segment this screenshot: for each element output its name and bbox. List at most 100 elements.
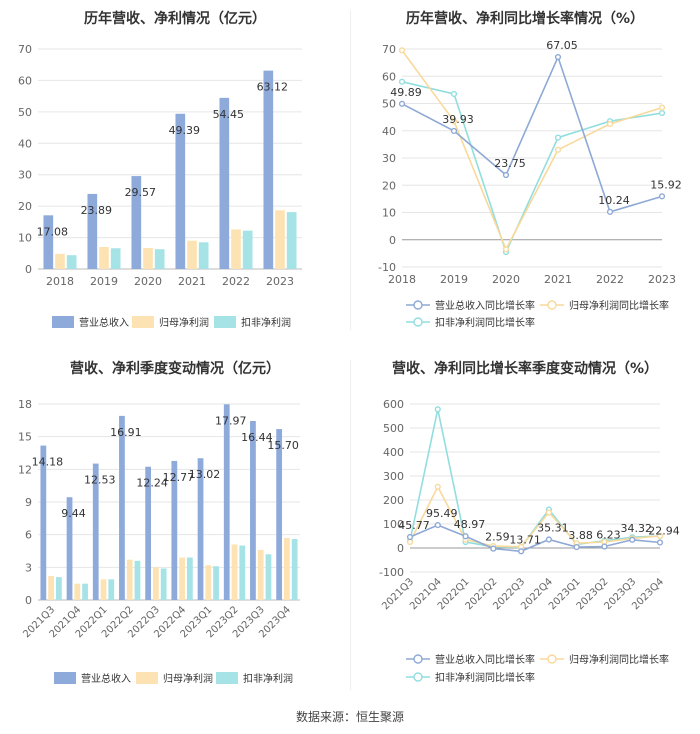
y-tick-label: -10 [378, 261, 396, 274]
data-label: 22.94 [648, 524, 680, 537]
legend-label: 归母净利润 [163, 672, 213, 685]
legend-label: 归母净利润 [159, 316, 209, 329]
data-label: 15.92 [650, 178, 682, 191]
y-tick-label: 100 [383, 518, 404, 531]
data-label: 6.23 [596, 529, 621, 542]
data-label: 29.57 [125, 186, 157, 199]
y-tick-label: -100 [379, 566, 404, 579]
bar-deducted-profit [82, 583, 88, 600]
data-source: 数据来源：恒生聚源 [295, 710, 404, 724]
x-tick-label: 2022 [222, 275, 250, 288]
y-tick-label: 9 [25, 496, 32, 509]
y-tick-label: 600 [383, 398, 404, 411]
bar-net-profit [179, 557, 185, 600]
x-tick-label: 2018 [388, 273, 416, 286]
data-label: 39.93 [442, 113, 474, 126]
y-tick-label: 50 [382, 98, 396, 111]
y-tick-label: 3 [25, 561, 32, 574]
data-point [656, 532, 664, 540]
data-point [490, 545, 497, 552]
bar-net-profit [257, 549, 264, 600]
data-point [434, 406, 441, 413]
legend-label: 营业总收入 [81, 672, 131, 685]
legend-swatch [52, 316, 74, 328]
bar-deducted-profit [239, 545, 246, 600]
series-line-1 [409, 485, 661, 548]
bar-net-profit [126, 559, 133, 600]
x-tick-label: 2019 [440, 273, 468, 286]
y-tick-label: 70 [18, 43, 32, 56]
x-tick-label: 2022 [596, 273, 624, 286]
data-label: 12.53 [84, 474, 116, 487]
data-label: 16.44 [241, 431, 273, 444]
bar-revenue [197, 458, 204, 600]
data-label: 67.05 [546, 39, 578, 52]
bar-deducted-profit [213, 566, 219, 600]
data-label: 34.32 [620, 522, 652, 535]
legend-swatch [132, 316, 154, 328]
legend-label: 营业总收入 [79, 316, 129, 329]
bar-deducted-profit [242, 230, 253, 269]
bar-deducted-profit [160, 568, 167, 600]
bar-net-profit [284, 537, 290, 600]
data-label: 35.31 [537, 522, 569, 535]
y-tick-label: 40 [18, 137, 32, 150]
bar-net-profit [231, 544, 238, 600]
data-label: 15.70 [267, 439, 299, 452]
bar-revenue [131, 176, 142, 269]
y-tick-label: 300 [383, 470, 404, 483]
data-label: 23.89 [81, 204, 113, 217]
data-label: 16.91 [110, 426, 142, 439]
y-tick-label: 0 [389, 234, 396, 247]
bar-revenue [276, 429, 283, 600]
data-point [502, 246, 510, 253]
series-line-0 [401, 54, 663, 213]
y-tick-label: 15 [18, 431, 32, 444]
data-point [658, 193, 666, 200]
y-tick-label: 0 [25, 594, 32, 607]
bar-net-profit [187, 240, 197, 269]
y-tick-label: 12 [18, 463, 32, 476]
bar-revenue [145, 466, 152, 600]
data-point [656, 539, 664, 546]
bar-revenue [263, 70, 274, 269]
data-label: 17.97 [215, 414, 247, 427]
bar-net-profit [99, 247, 109, 269]
series-line-0 [409, 524, 661, 553]
y-tick-label: 30 [18, 169, 32, 182]
y-tick-label: 400 [383, 446, 404, 459]
legend-label: 扣非净利润同比增长率 [435, 316, 535, 329]
chart-title: 营收、净利季度变动情况（亿元） [70, 360, 280, 377]
data-point [554, 134, 562, 141]
bar-deducted-profit [110, 248, 121, 269]
bar-revenue [92, 463, 99, 600]
legend-label: 营业总收入同比增长率 [435, 653, 535, 666]
y-tick-label: 18 [18, 398, 32, 411]
data-point [554, 53, 562, 61]
panel-divider [350, 10, 351, 330]
y-tick-label: 0 [25, 263, 32, 276]
chart-quarterly-revenue-profit: 营收、净利季度变动情况（亿元） 0 3 6 9 12 15 18 14.18 9.44 12.53 1… [18, 360, 300, 685]
bar-revenue [175, 113, 186, 269]
bar-net-profit [74, 583, 81, 600]
chart-title: 营收、净利同比增长率季度变动情况（%） [392, 360, 658, 377]
bar-net-profit [143, 247, 153, 269]
data-point [462, 533, 469, 540]
y-tick-label: 60 [18, 74, 32, 87]
legend-marker [413, 654, 423, 664]
x-tick-label: 2021 [178, 275, 206, 288]
data-label: 14.18 [32, 456, 64, 469]
bar-revenue [250, 420, 256, 600]
series-line-1 [401, 49, 663, 252]
series-line-2 [401, 80, 663, 255]
y-tick-label: 500 [383, 422, 404, 435]
chart-annual-revenue-profit: 历年营收、净利情况（亿元） 0 10 20 30 40 50 60 70 17.08 23.89 29… [18, 10, 302, 329]
y-tick-label: 70 [382, 43, 396, 56]
bar-deducted-profit [186, 557, 193, 600]
y-tick-label: 20 [18, 200, 32, 213]
bar-deducted-profit [198, 242, 209, 269]
data-point [398, 78, 406, 85]
x-tick-label: 2018 [46, 275, 74, 288]
data-label: 49.89 [390, 86, 422, 99]
